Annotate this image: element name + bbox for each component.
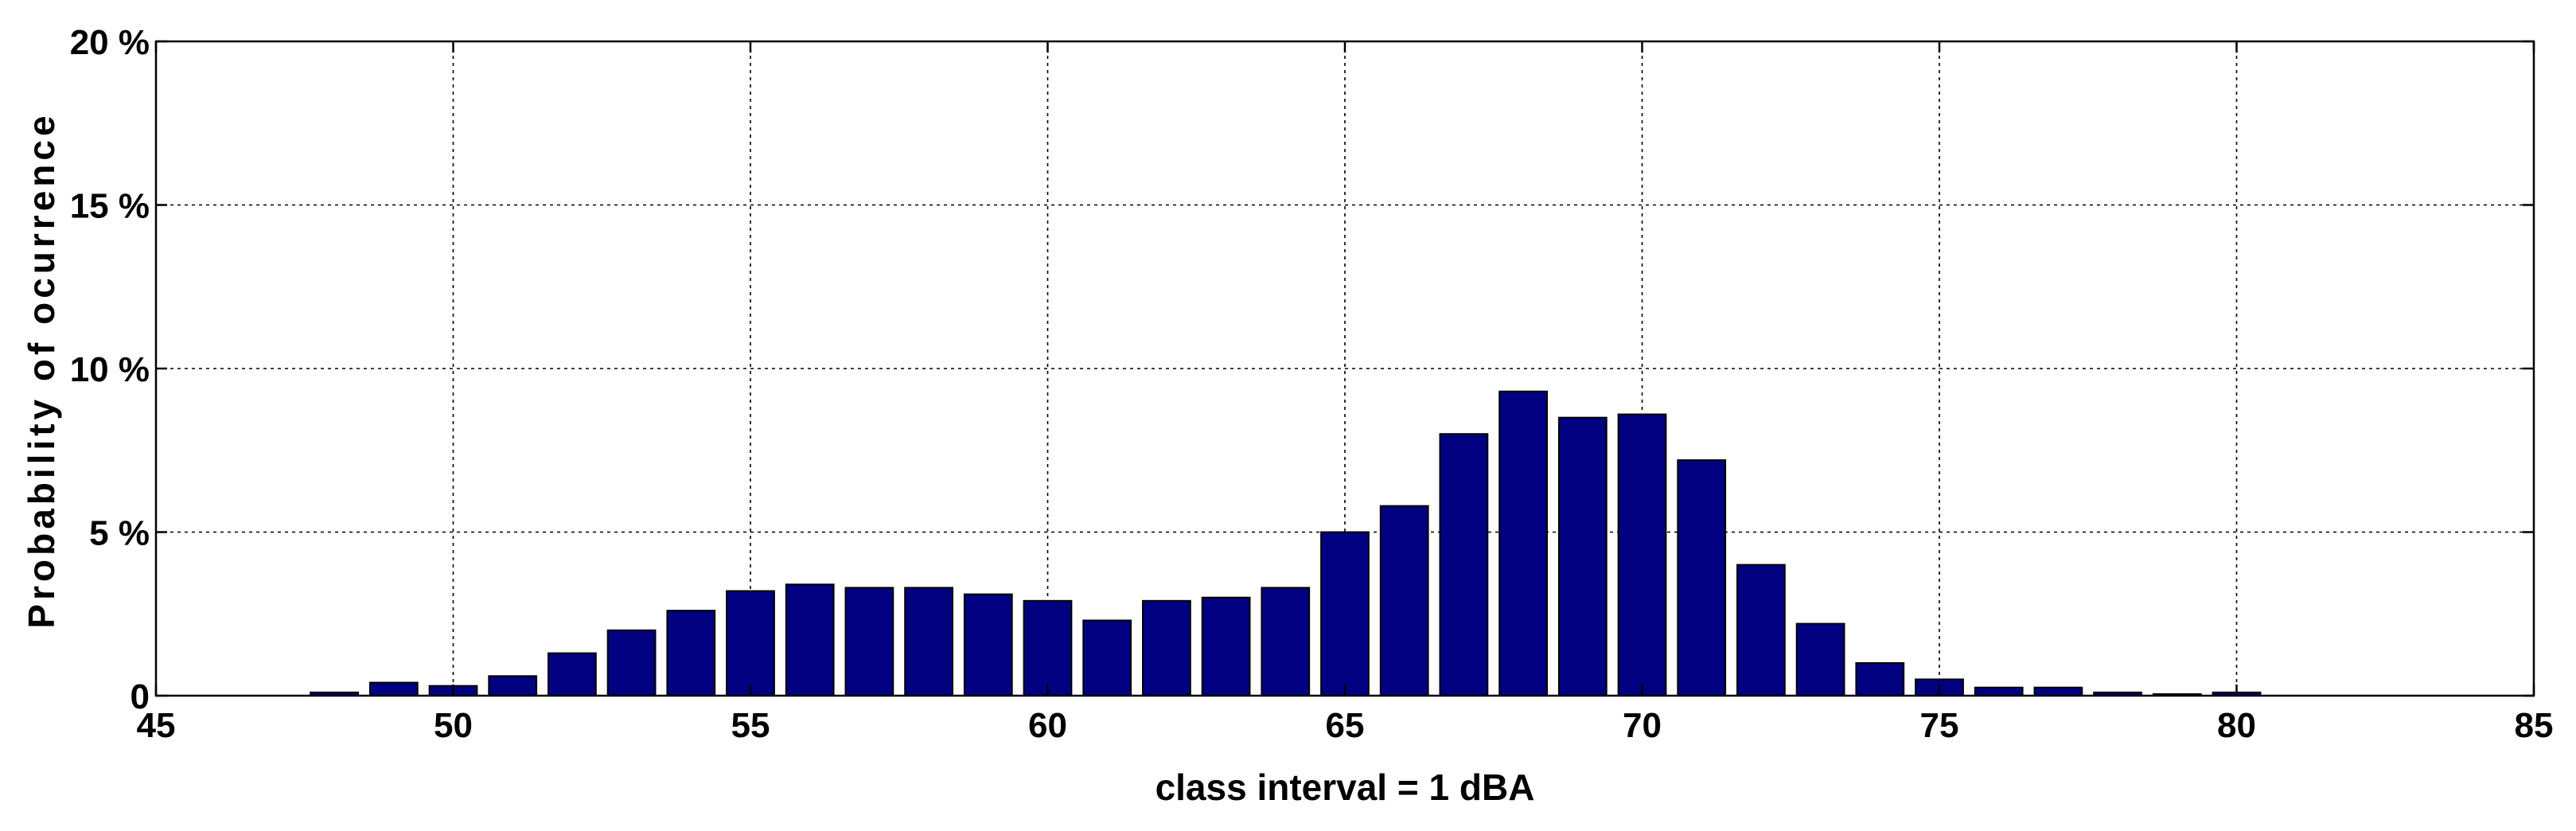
histogram-bar xyxy=(1974,686,2024,696)
x-tick-label: 80 xyxy=(2217,706,2256,745)
histogram-bar xyxy=(726,590,775,696)
x-tick-label: 60 xyxy=(1028,706,1067,745)
x-tick-label: 85 xyxy=(2515,706,2554,745)
histogram-bar xyxy=(1201,596,1251,697)
histogram-bar xyxy=(1142,599,1191,696)
x-tick-label: 75 xyxy=(1920,706,1959,745)
x-axis-label: class interval = 1 dBA xyxy=(1155,767,1535,808)
histogram-bar xyxy=(1617,413,1667,696)
x-tick-label: 50 xyxy=(434,706,473,745)
x-tick-label: 70 xyxy=(1623,706,1662,745)
histogram-bar xyxy=(548,652,597,697)
histogram-bar xyxy=(1498,390,1548,696)
histogram-bar xyxy=(1736,564,1786,696)
histogram-bar xyxy=(1023,599,1073,696)
x-tick-label: 55 xyxy=(731,706,770,745)
histogram-bar xyxy=(1379,505,1429,696)
y-axis-label: Probability of ocurrence xyxy=(21,111,62,628)
y-tick-label: 15 % xyxy=(70,187,150,226)
histogram-bar xyxy=(1439,433,1489,696)
y-tick-label: 5 % xyxy=(89,514,150,553)
histogram-bar xyxy=(666,610,716,697)
histogram-bar xyxy=(963,593,1013,697)
histogram-bar xyxy=(606,629,657,696)
histogram-bar xyxy=(785,583,835,697)
histogram-bar xyxy=(1795,622,1845,697)
x-tick-label: 65 xyxy=(1326,706,1365,745)
axis-ticks: 45 50 55 60 65 70 75 80 85 0 5 % 10 % 15 % 20 % xyxy=(70,23,2554,745)
histogram-bar xyxy=(1320,531,1370,696)
y-tick-label: 10 % xyxy=(70,350,150,389)
histogram-bar xyxy=(1557,416,1608,697)
histogram-bar xyxy=(1855,661,1905,697)
histogram-bar xyxy=(1261,587,1311,696)
y-tick-label: 0 xyxy=(131,677,150,716)
histogram-bar xyxy=(2033,686,2083,696)
histogram-bar xyxy=(1082,619,1132,696)
bar-series xyxy=(310,390,2262,697)
x-tick-label: 45 xyxy=(137,706,176,745)
histogram-bar xyxy=(844,587,894,696)
y-tick-label: 20 % xyxy=(70,23,150,62)
histogram-bar xyxy=(1677,459,1727,697)
histogram-bar xyxy=(904,587,953,696)
histogram-bar xyxy=(368,681,419,696)
histogram-bar xyxy=(488,675,538,697)
